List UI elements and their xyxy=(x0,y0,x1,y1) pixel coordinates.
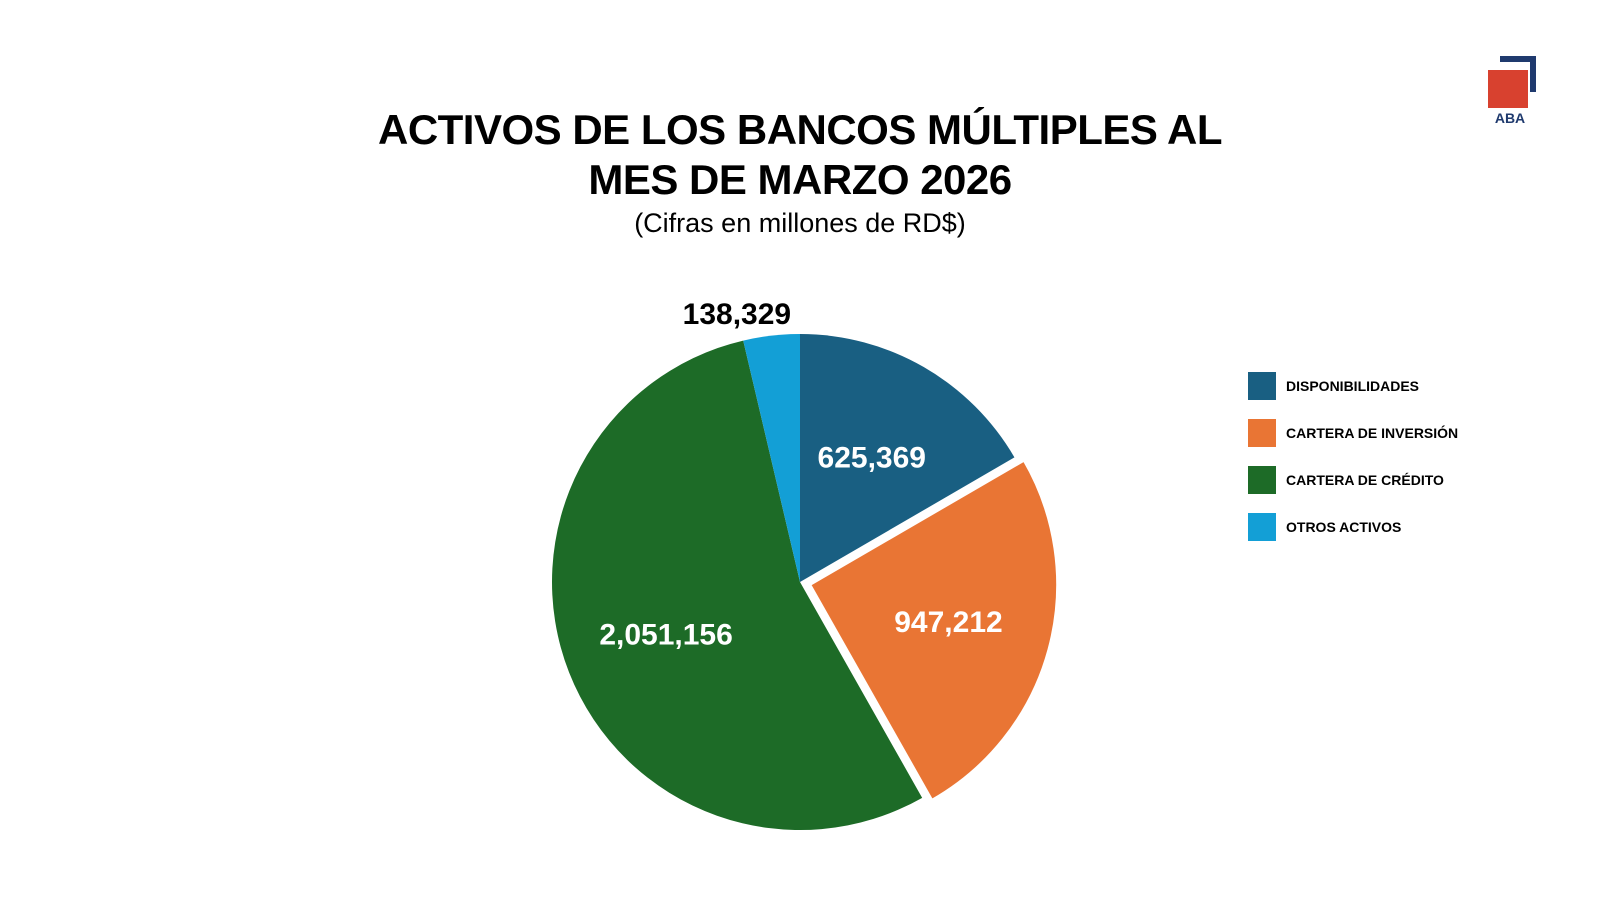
data-label-cartera-de-credito: 2,051,156 xyxy=(599,618,732,651)
legend-label: OTROS ACTIVOS xyxy=(1286,519,1402,535)
legend-label: DISPONIBILIDADES xyxy=(1286,378,1420,394)
logo-corner-mark xyxy=(1500,56,1536,92)
data-label-otros-activos: 138,329 xyxy=(683,298,791,331)
data-label-cartera-de-inversion: 947,212 xyxy=(894,606,1002,639)
legend-swatch xyxy=(1248,513,1276,541)
chart-legend: DISPONIBILIDADES CARTERA DE INVERSIÓN CART… xyxy=(1248,372,1458,560)
data-label-disponibilidades: 625,369 xyxy=(818,441,926,474)
pie-slice-cartera-de-credito xyxy=(552,340,923,830)
pie-slice-cartera-de-inversion xyxy=(807,457,1060,803)
legend-swatch xyxy=(1248,372,1276,400)
legend-label: CARTERA DE CRÉDITO xyxy=(1286,472,1444,488)
legend-item-cartera-de-credito: CARTERA DE CRÉDITO xyxy=(1248,466,1458,494)
logo-text: ABA xyxy=(1494,110,1526,126)
aba-logo: ABA xyxy=(1488,56,1542,126)
chart-subtitle: (Cifras en millones de RD$) xyxy=(634,208,966,238)
legend-item-cartera-de-inversion: CARTERA DE INVERSIÓN xyxy=(1248,419,1458,447)
legend-item-otros-activos: OTROS ACTIVOS xyxy=(1248,513,1458,541)
legend-item-disponibilidades: DISPONIBILIDADES xyxy=(1248,372,1458,400)
chart-title-line-2: MES DE MARZO 2026 xyxy=(588,156,1012,203)
pie-slice-otros-activos xyxy=(743,334,800,582)
pie-slice-disponibilidades xyxy=(800,334,1015,582)
chart-title-line-1: ACTIVOS DE LOS BANCOS MÚLTIPLES AL xyxy=(377,106,1223,153)
legend-swatch xyxy=(1248,466,1276,494)
logo-red-square xyxy=(1488,70,1528,108)
legend-swatch xyxy=(1248,419,1276,447)
legend-label: CARTERA DE INVERSIÓN xyxy=(1286,425,1459,441)
